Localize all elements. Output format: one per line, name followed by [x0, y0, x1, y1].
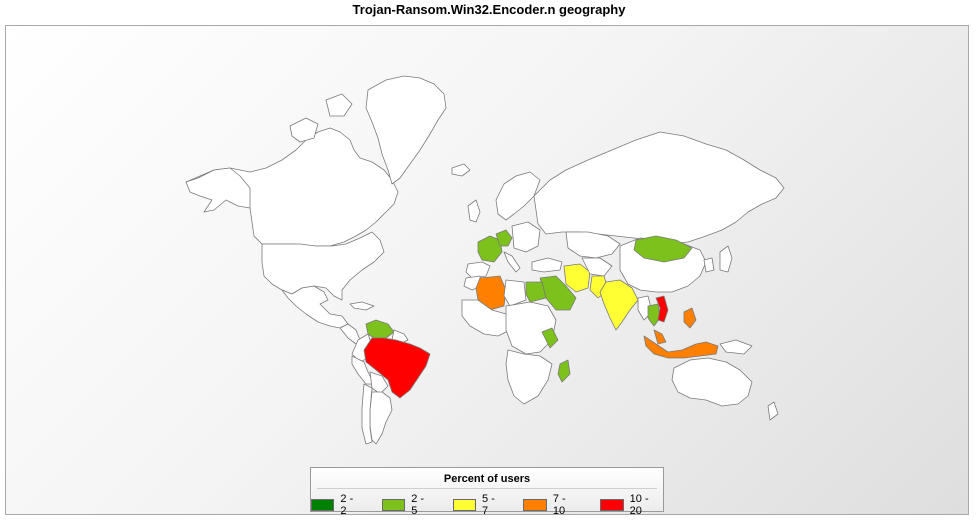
country-arctic-islands[interactable] — [289, 117, 319, 143]
country-russia[interactable] — [533, 131, 785, 245]
country-saudi-arabia[interactable] — [539, 275, 577, 311]
country-vietnam[interactable] — [655, 295, 669, 323]
country-indonesia[interactable] — [643, 335, 719, 359]
country-australia[interactable] — [671, 357, 753, 407]
country-italy[interactable] — [503, 251, 521, 273]
country-korea[interactable] — [703, 257, 715, 273]
country-new-zealand[interactable] — [767, 401, 779, 421]
country-algeria[interactable] — [475, 275, 507, 311]
legend-swatch — [523, 499, 547, 511]
country-mongolia[interactable] — [633, 235, 693, 263]
country-eastern-europe[interactable] — [511, 221, 541, 253]
legend-items: 2 - 2 2 - 5 5 - 7 7 - 10 10 - 20 — [311, 493, 663, 517]
country-cuba[interactable] — [349, 301, 375, 311]
country-iran[interactable] — [563, 263, 591, 293]
legend-swatch — [311, 499, 335, 511]
country-germany[interactable] — [495, 229, 513, 247]
legend-swatch — [452, 499, 477, 511]
legend-label: 2 - 2 — [340, 493, 354, 517]
country-egypt[interactable] — [525, 281, 547, 303]
legend-item-10-20: 10 - 20 — [600, 493, 663, 517]
country-venezuela[interactable] — [365, 319, 395, 339]
country-turkey[interactable] — [531, 257, 563, 273]
country-central-africa[interactable] — [505, 301, 557, 355]
country-peru[interactable] — [351, 355, 375, 385]
chart-title: Trojan-Ransom.Win32.Encoder.n geography — [352, 2, 626, 17]
country-new-guinea[interactable] — [719, 339, 753, 355]
country-thailand[interactable] — [647, 303, 661, 327]
country-madagascar[interactable] — [557, 359, 571, 383]
country-chile[interactable] — [361, 383, 373, 445]
country-libya[interactable] — [503, 279, 527, 307]
country-france[interactable] — [477, 235, 503, 263]
legend-swatch — [381, 499, 406, 511]
country-scandinavia[interactable] — [495, 171, 541, 221]
country-india[interactable] — [599, 279, 639, 331]
country-brazil[interactable] — [363, 337, 431, 399]
country-central-america[interactable] — [339, 323, 361, 345]
country-kenya[interactable] — [541, 327, 559, 349]
country-west-africa[interactable] — [461, 299, 511, 337]
legend-title: Percent of users — [443, 473, 531, 485]
country-uk[interactable] — [467, 199, 481, 223]
legend-swatch — [600, 499, 624, 511]
country-bolivia[interactable] — [369, 371, 389, 395]
legend-label: 5 - 7 — [482, 493, 495, 517]
country-mexico[interactable] — [281, 285, 349, 329]
country-kazakhstan[interactable] — [565, 231, 621, 259]
country-canada[interactable] — [185, 127, 399, 247]
legend-label: 10 - 20 — [629, 493, 649, 517]
country-iceland[interactable] — [451, 163, 471, 177]
legend-label: 7 - 10 — [552, 493, 566, 517]
legend-item-2-2: 2 - 2 — [311, 493, 362, 517]
legend-box: Percent of users 2 - 2 2 - 5 5 - 7 7 - 1… — [310, 467, 664, 517]
legend-item-7-10: 7 - 10 — [523, 493, 580, 517]
legend-divider — [317, 488, 657, 489]
legend-item-2-5: 2 - 5 — [381, 493, 433, 517]
country-japan[interactable] — [719, 245, 733, 273]
country-argentina[interactable] — [369, 391, 393, 445]
legend-label: 2 - 5 — [411, 493, 425, 517]
country-arctic-islands-2[interactable] — [325, 93, 353, 117]
country-philippines[interactable] — [683, 307, 697, 329]
legend-item-5-7: 5 - 7 — [452, 493, 504, 517]
country-central-asia[interactable] — [581, 257, 613, 277]
country-southern-africa[interactable] — [505, 349, 553, 405]
country-spain[interactable] — [465, 261, 491, 279]
country-malaysia[interactable] — [653, 329, 667, 345]
country-alaska[interactable] — [185, 167, 251, 213]
country-greenland[interactable] — [365, 75, 447, 185]
